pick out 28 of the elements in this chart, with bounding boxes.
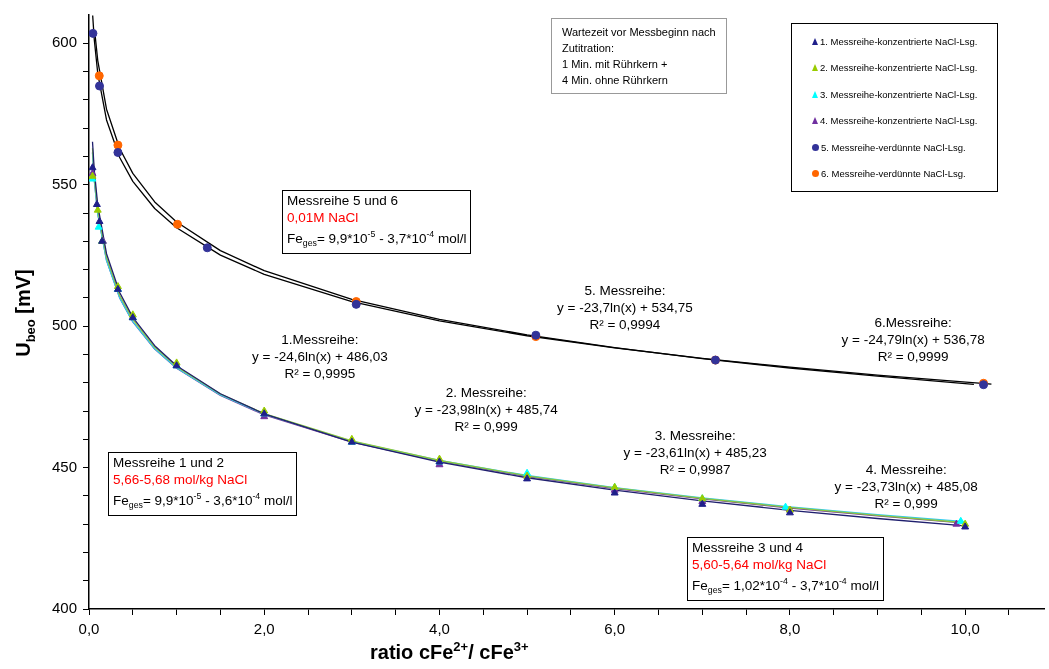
legend-label: 5. Messreihe-verdünnte NaCl-Lsg. [821, 141, 966, 153]
x-tick-label: 8,0 [779, 620, 801, 638]
y-tick-label: 400 [51, 599, 77, 617]
legend-label: 3. Messreihe-konzentrierte NaCl-Lsg. [820, 88, 978, 100]
y-tick-label: 550 [51, 174, 77, 192]
legend-label: 2. Messreihe-konzentrierte NaCl-Lsg. [820, 62, 978, 74]
y-tick-label: 450 [51, 457, 77, 475]
annotation: 3. Messreihe: y = -23,61ln(x) + 485,23 R² = 0,9987 [623, 427, 767, 478]
x-tick-label: 6,0 [604, 620, 626, 638]
legend-label: 1. Messreihe-konzentrierte NaCl-Lsg. [820, 35, 978, 47]
text: Messreihe 3 und 4 5,60-5,64 mol/kg NaCl Fe$_{ges}$= 1,02*10$^{-4}$ - 3,7*10$^{-4}$ mol/l [692, 540, 879, 596]
x-tick-label: 10,0 [950, 620, 980, 638]
y-tick-label: 600 [51, 33, 77, 51]
legend-label: 6. Messreihe-verdünnte NaCl-Lsg. [821, 168, 966, 180]
text: Messreihe 1 und 2 5,66-5,68 mol/kg NaCl Fe$_{ges}$= 9,9*10$^{-5}$ - 3,6*10$^{-4}$ mol/l [113, 455, 293, 511]
annotation: 2. Messreihe: y = -23,98ln(x) + 485,74 R² = 0,999 [414, 384, 558, 435]
text: Messreihe 5 und 6 0,01M NaCl Fe$_{ges}$= 9,9*10$^{-5}$ - 3,7*10$^{-4}$ mol/l [287, 193, 467, 249]
x-tick-label: 0,0 [78, 620, 100, 638]
x-tick-label: 2,0 [253, 620, 275, 638]
x-axis-title: ratio cFe$^{2+}$/ cFe$^{3+}$ [370, 639, 529, 664]
x-tick-label: 4,0 [429, 620, 450, 638]
annotation: 6.Messreihe: y = -24,79ln(x) + 536,78 R² = 0,9999 [841, 314, 985, 365]
y-tick-label: 500 [51, 316, 77, 334]
legend-label: 4. Messreihe-konzentrierte NaCl-Lsg. [820, 115, 978, 127]
annotation: 4. Messreihe: y = -23,73ln(x) + 485,08 R² = 0,999 [834, 461, 978, 512]
annotation: 1.Messreihe: y = -24,6ln(x) + 486,03 R² = 0,9995 [252, 331, 388, 382]
annotation: 5. Messreihe: y = -23,7ln(x) + 534,75 R² = 0,9994 [557, 282, 693, 333]
annotation: Wartezeit vor Messbeginn nach Zutitration: 1 Min. mit Rührkern + 4 Min. ohne Rührkern [562, 25, 716, 88]
